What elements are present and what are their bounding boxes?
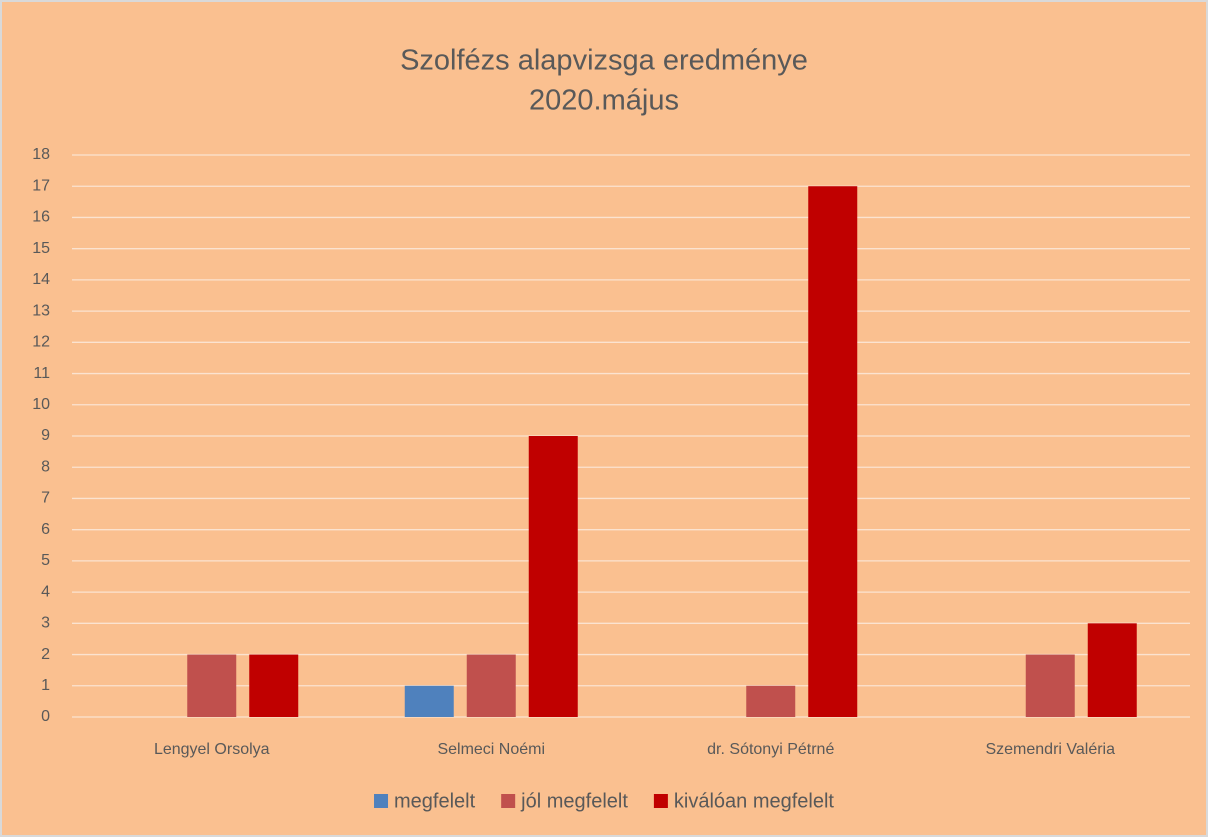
bar xyxy=(249,654,299,717)
y-tick-label: 2 xyxy=(41,646,50,663)
y-tick-label: 12 xyxy=(32,334,50,351)
y-tick-label: 8 xyxy=(41,458,50,475)
y-tick-label: 3 xyxy=(41,615,50,632)
legend-swatch xyxy=(653,794,668,808)
legend-label: megfelelt xyxy=(394,790,476,812)
bar xyxy=(1025,654,1075,717)
legend-label: jól megfelelt xyxy=(520,790,628,812)
y-tick-label: 7 xyxy=(41,490,50,507)
y-tick-label: 18 xyxy=(32,146,50,163)
y-tick-label: 14 xyxy=(32,271,50,288)
y-tick-label: 11 xyxy=(33,365,50,382)
bar xyxy=(404,685,454,717)
y-tick-label: 16 xyxy=(32,209,50,226)
bar xyxy=(187,654,237,717)
y-tick-label: 1 xyxy=(41,677,50,694)
bar xyxy=(466,654,516,717)
y-tick-label: 4 xyxy=(41,583,50,600)
x-tick-label: dr. Sótonyi Pétrné xyxy=(707,741,834,758)
bar xyxy=(808,186,858,717)
y-tick-label: 5 xyxy=(41,552,50,569)
bar xyxy=(528,436,578,717)
x-tick-label: Lengyel Orsolya xyxy=(154,741,270,758)
legend-swatch xyxy=(374,794,389,808)
x-tick-label: Szemendri Valéria xyxy=(985,741,1115,758)
bar xyxy=(746,685,796,717)
chart-subtitle: 2020.május xyxy=(529,85,679,117)
chart-title: Szolfézs alapvizsga eredménye xyxy=(400,45,808,77)
legend-swatch xyxy=(501,794,516,808)
y-tick-label: 0 xyxy=(41,708,50,725)
x-tick-label: Selmeci Noémi xyxy=(437,741,545,758)
y-tick-label: 17 xyxy=(32,177,50,194)
y-tick-label: 10 xyxy=(32,396,50,413)
y-tick-label: 13 xyxy=(32,302,50,319)
y-tick-label: 9 xyxy=(41,427,50,444)
y-tick-label: 6 xyxy=(41,521,50,538)
bar xyxy=(1087,623,1137,717)
legend-label: kiválóan megfelelt xyxy=(674,790,835,812)
y-tick-label: 15 xyxy=(32,240,50,257)
